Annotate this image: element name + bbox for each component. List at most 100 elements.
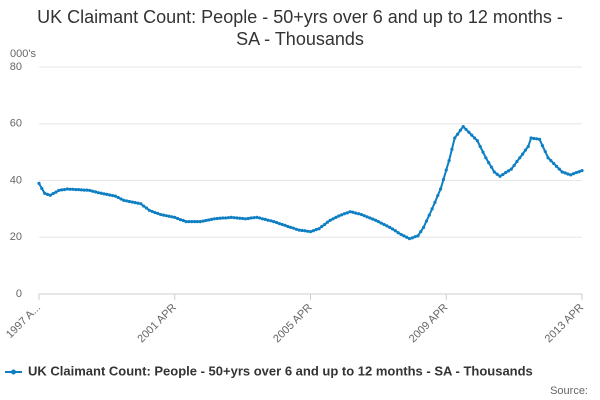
data-point bbox=[410, 236, 414, 240]
data-point bbox=[345, 211, 349, 215]
data-point bbox=[68, 187, 72, 191]
data-point bbox=[580, 168, 584, 173]
data-point bbox=[207, 218, 211, 222]
data-point bbox=[229, 215, 233, 219]
data-point bbox=[535, 137, 539, 141]
data-point bbox=[571, 172, 576, 176]
source-label: Source: bbox=[550, 385, 588, 397]
data-point bbox=[252, 216, 256, 220]
data-point bbox=[209, 217, 214, 221]
data-point bbox=[464, 127, 468, 132]
data-point bbox=[447, 159, 451, 163]
data-point bbox=[79, 188, 84, 192]
data-point bbox=[266, 218, 270, 222]
data-point bbox=[303, 229, 307, 233]
data-point bbox=[147, 208, 151, 212]
data-point bbox=[60, 188, 64, 192]
y-tick-label: 60 bbox=[10, 118, 22, 130]
data-point bbox=[492, 170, 496, 174]
data-point bbox=[221, 216, 225, 220]
legend-label: UK Claimant Count: People - 50+yrs over … bbox=[28, 363, 533, 378]
data-point bbox=[164, 214, 168, 218]
data-point bbox=[376, 220, 380, 224]
data-point bbox=[399, 232, 403, 237]
data-point bbox=[136, 201, 140, 205]
data-point bbox=[192, 220, 197, 224]
data-point bbox=[354, 211, 358, 215]
data-point bbox=[232, 216, 236, 220]
data-point bbox=[323, 222, 327, 227]
data-point bbox=[467, 130, 471, 134]
data-point bbox=[167, 214, 171, 218]
data-point bbox=[161, 213, 166, 217]
data-point bbox=[122, 198, 126, 202]
data-point bbox=[74, 187, 78, 192]
data-point bbox=[249, 216, 253, 220]
data-point bbox=[308, 229, 313, 234]
data-point bbox=[105, 192, 109, 197]
data-point bbox=[130, 200, 134, 204]
data-point bbox=[156, 211, 160, 216]
data-point bbox=[269, 219, 273, 223]
data-point bbox=[139, 202, 143, 206]
data-point bbox=[351, 210, 355, 214]
data-point bbox=[393, 229, 397, 233]
data-point bbox=[280, 222, 284, 227]
data-point bbox=[99, 191, 103, 195]
data-point bbox=[506, 169, 511, 173]
data-point bbox=[475, 139, 479, 143]
data-point bbox=[461, 124, 465, 129]
data-point bbox=[116, 195, 120, 200]
data-point bbox=[577, 170, 581, 174]
data-point bbox=[501, 172, 505, 177]
data-point bbox=[390, 227, 395, 231]
data-point bbox=[371, 217, 375, 221]
data-point bbox=[416, 234, 420, 238]
data-point bbox=[62, 187, 67, 192]
data-point bbox=[405, 235, 409, 239]
data-point bbox=[402, 234, 406, 238]
data-point bbox=[195, 220, 199, 224]
data-point bbox=[543, 149, 547, 154]
x-tick-label: 2013 APR bbox=[543, 302, 587, 346]
data-point bbox=[54, 190, 58, 194]
data-point bbox=[102, 192, 106, 196]
data-point bbox=[518, 156, 522, 160]
data-point bbox=[144, 206, 149, 210]
data-point bbox=[487, 161, 491, 165]
data-point bbox=[294, 227, 298, 231]
data-point bbox=[311, 229, 315, 233]
data-point bbox=[178, 218, 183, 222]
data-point bbox=[422, 225, 426, 229]
data-point bbox=[300, 228, 304, 233]
data-point bbox=[272, 220, 276, 224]
data-point bbox=[523, 148, 528, 152]
data-point bbox=[365, 215, 369, 219]
data-point bbox=[413, 235, 417, 239]
x-tick-label: 2005 APR bbox=[271, 302, 315, 346]
data-point bbox=[453, 136, 457, 140]
data-point bbox=[504, 170, 508, 175]
data-point bbox=[235, 216, 239, 220]
data-point bbox=[184, 220, 188, 224]
data-point bbox=[48, 193, 52, 197]
data-point bbox=[291, 226, 296, 230]
data-point bbox=[153, 210, 157, 215]
data-point bbox=[238, 216, 242, 220]
data-point bbox=[201, 219, 205, 223]
x-tick-label: 2009 APR bbox=[407, 302, 451, 346]
data-point bbox=[419, 229, 423, 234]
data-point bbox=[108, 193, 112, 197]
data-point bbox=[133, 201, 137, 205]
data-point bbox=[325, 220, 330, 224]
data-point bbox=[532, 136, 536, 141]
data-point bbox=[243, 217, 248, 221]
data-point bbox=[458, 128, 462, 132]
data-point bbox=[190, 220, 194, 224]
x-tick-label: 1997 A... bbox=[4, 302, 43, 341]
data-point bbox=[274, 220, 279, 225]
data-point bbox=[181, 218, 185, 223]
data-point bbox=[450, 147, 454, 151]
data-point bbox=[342, 212, 347, 216]
